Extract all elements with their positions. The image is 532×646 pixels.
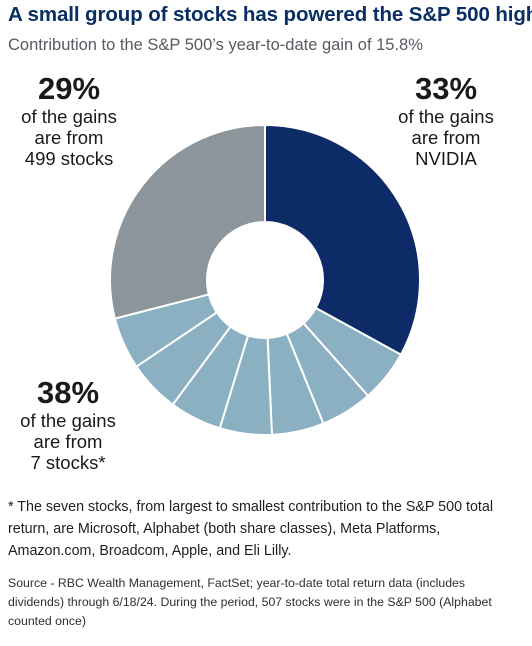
footnote: * The seven stocks, from largest to smal… <box>8 499 494 559</box>
chart-title: A small group of stocks has powered the … <box>8 3 532 26</box>
callout-7-stocks-line-3: 7 stocks* <box>30 452 106 473</box>
callout-nvidia-line-3: NVIDIA <box>415 148 477 169</box>
callout-7-stocks: 38% of the gains are from 7 stocks* <box>12 375 124 474</box>
slice-nvidia <box>264 123 421 357</box>
callout-nvidia: 33% of the gains are from NVIDIA <box>380 71 512 170</box>
slice-499-stocks <box>109 123 266 320</box>
callout-499-stocks-percent: 29% <box>37 71 101 106</box>
callout-499-stocks-line-2: are from <box>34 127 104 148</box>
callout-7-stocks-line-2: are from <box>33 431 103 452</box>
source-note: Source - RBC Wealth Management, FactSet;… <box>8 576 492 628</box>
callout-nvidia-line-1: of the gains <box>398 106 494 127</box>
callout-499-stocks-line-3: 499 stocks <box>24 148 114 169</box>
callout-nvidia-line-2: are from <box>411 127 481 148</box>
callout-nvidia-percent: 33% <box>414 71 478 106</box>
callout-7-stocks-line-1: of the gains <box>20 410 116 431</box>
callout-499-stocks-line-1: of the gains <box>21 106 117 127</box>
callout-499-stocks: 29% of the gains are from 499 stocks <box>6 71 132 170</box>
chart-subtitle: Contribution to the S&P 500’s year-to-da… <box>8 36 423 54</box>
donut-chart <box>109 123 421 436</box>
callout-7-stocks-percent: 38% <box>36 375 100 410</box>
